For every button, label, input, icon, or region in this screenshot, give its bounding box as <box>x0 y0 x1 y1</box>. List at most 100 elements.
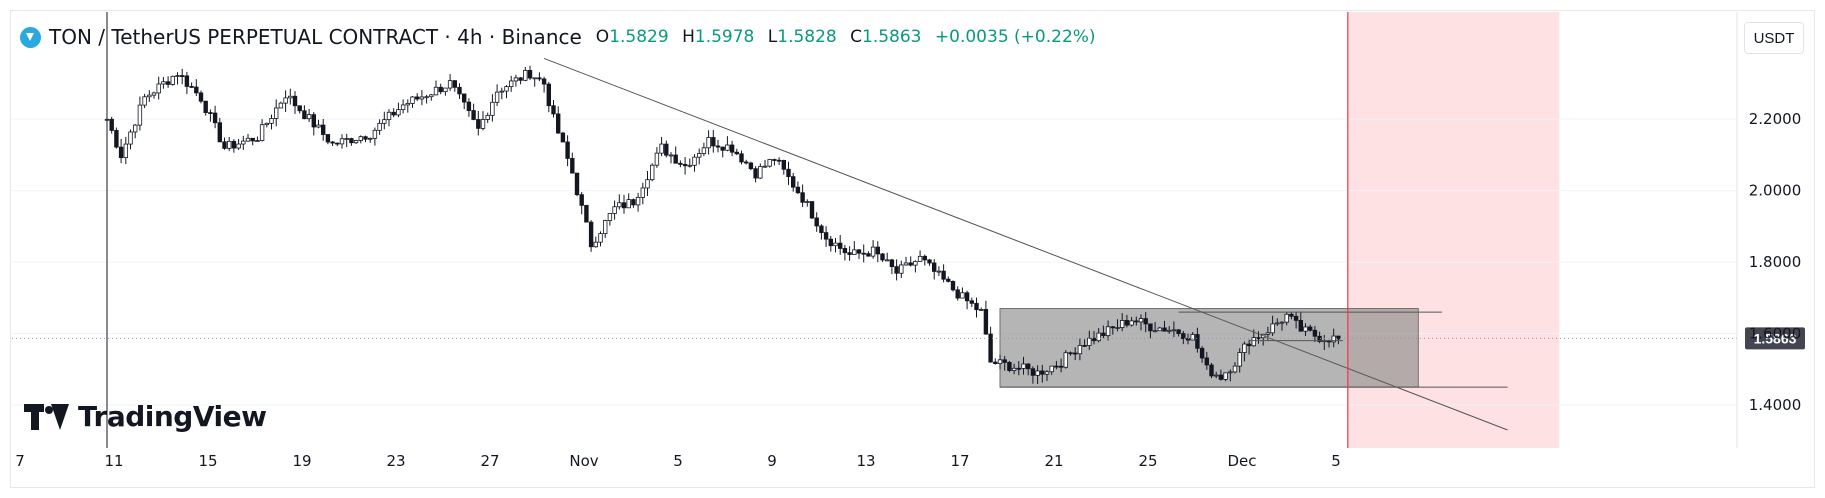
candle <box>988 326 993 363</box>
candle-body <box>212 112 218 124</box>
candle-body <box>226 140 232 149</box>
candle-body <box>795 186 801 194</box>
candle <box>635 192 641 212</box>
candle <box>175 72 180 85</box>
candle <box>706 130 711 155</box>
candle-body <box>983 309 989 335</box>
candle <box>1317 331 1322 344</box>
candle <box>288 88 293 105</box>
candle <box>269 114 274 130</box>
currency-unit-button[interactable]: USDT <box>1744 22 1804 54</box>
candle <box>1077 338 1083 361</box>
candle-body <box>570 158 575 174</box>
candle-body <box>1082 345 1087 347</box>
candle-body <box>1138 318 1144 323</box>
x-tick-label: Nov <box>569 452 598 470</box>
candle-body <box>748 162 754 170</box>
candle-body <box>311 114 316 128</box>
candle <box>1087 330 1092 351</box>
candle-body <box>838 242 843 249</box>
candle <box>212 105 218 129</box>
candle-body <box>1152 330 1158 333</box>
candle-body <box>123 143 128 159</box>
candle-body <box>889 259 895 268</box>
candle-body <box>457 86 462 95</box>
candle-body <box>419 96 425 100</box>
range-box <box>999 308 1419 388</box>
chart-header: TON / TetherUS PERPETUAL CONTRACT · 4h ·… <box>20 24 1104 50</box>
candle-body <box>805 201 810 203</box>
y-tick-label: 2.0000 <box>1749 182 1802 200</box>
x-tick-label: 9 <box>767 452 777 470</box>
candle <box>617 194 622 210</box>
candle <box>433 80 439 96</box>
candle <box>189 82 194 88</box>
candle-body <box>396 109 401 116</box>
candle-body <box>203 100 208 113</box>
candle <box>927 258 932 266</box>
candle <box>997 354 1003 370</box>
candle <box>744 159 749 165</box>
candle <box>579 192 584 215</box>
candle-body <box>198 92 204 102</box>
candle <box>1110 325 1115 335</box>
candle <box>231 139 237 153</box>
candle <box>1275 318 1280 326</box>
candle <box>838 235 843 255</box>
candle <box>147 90 152 102</box>
candle <box>1124 314 1130 328</box>
candle-body <box>184 75 190 87</box>
candle <box>311 111 316 136</box>
candle-body <box>767 159 772 167</box>
candle <box>1171 321 1177 338</box>
candle-body <box>974 302 979 311</box>
candle <box>461 93 467 110</box>
candle-body <box>729 144 735 153</box>
candle <box>410 96 415 108</box>
y-tick-label: 1.4000 <box>1749 396 1802 414</box>
candle <box>1336 335 1341 345</box>
candle <box>1284 312 1289 326</box>
candle <box>1293 311 1299 329</box>
candle <box>123 137 128 164</box>
tradingview-logo[interactable]: TradingView <box>24 400 267 433</box>
candle-body <box>664 143 669 156</box>
candle-body <box>518 77 523 81</box>
symbol-title[interactable]: TON / TetherUS PERPETUAL CONTRACT · 4h ·… <box>49 25 582 49</box>
candle <box>1030 366 1036 384</box>
candle <box>701 142 707 157</box>
candle-body <box>593 241 598 248</box>
candle-body <box>1007 362 1012 371</box>
candle-body <box>1120 320 1125 328</box>
candle <box>748 161 754 171</box>
candle-body <box>574 172 580 196</box>
candle-body <box>1293 315 1299 321</box>
candle <box>156 76 161 100</box>
candle <box>1265 326 1271 341</box>
candle-body <box>461 93 467 103</box>
candle <box>753 166 758 183</box>
candle-body <box>241 140 246 145</box>
candle-body <box>988 333 993 363</box>
candle <box>598 231 603 247</box>
candle <box>259 119 265 142</box>
candle <box>908 256 913 267</box>
x-tick-label: 5 <box>673 452 683 470</box>
candle <box>429 93 434 101</box>
candle-body <box>1101 332 1106 337</box>
candle-body <box>565 141 570 159</box>
candle-body <box>513 77 519 82</box>
candle <box>476 110 481 136</box>
candle-body <box>1279 321 1285 324</box>
candle <box>278 101 284 109</box>
candle-body <box>471 110 476 120</box>
candle-body <box>697 153 702 158</box>
candle-body <box>556 113 561 134</box>
candle-body <box>720 146 725 151</box>
brand-name: TradingView <box>78 400 267 433</box>
candle-body <box>979 309 984 311</box>
close-label: C <box>850 27 863 47</box>
candle-body <box>786 168 791 178</box>
candle <box>570 152 575 174</box>
